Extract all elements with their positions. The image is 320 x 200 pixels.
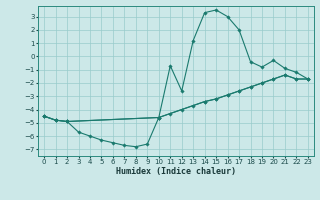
X-axis label: Humidex (Indice chaleur): Humidex (Indice chaleur) xyxy=(116,167,236,176)
